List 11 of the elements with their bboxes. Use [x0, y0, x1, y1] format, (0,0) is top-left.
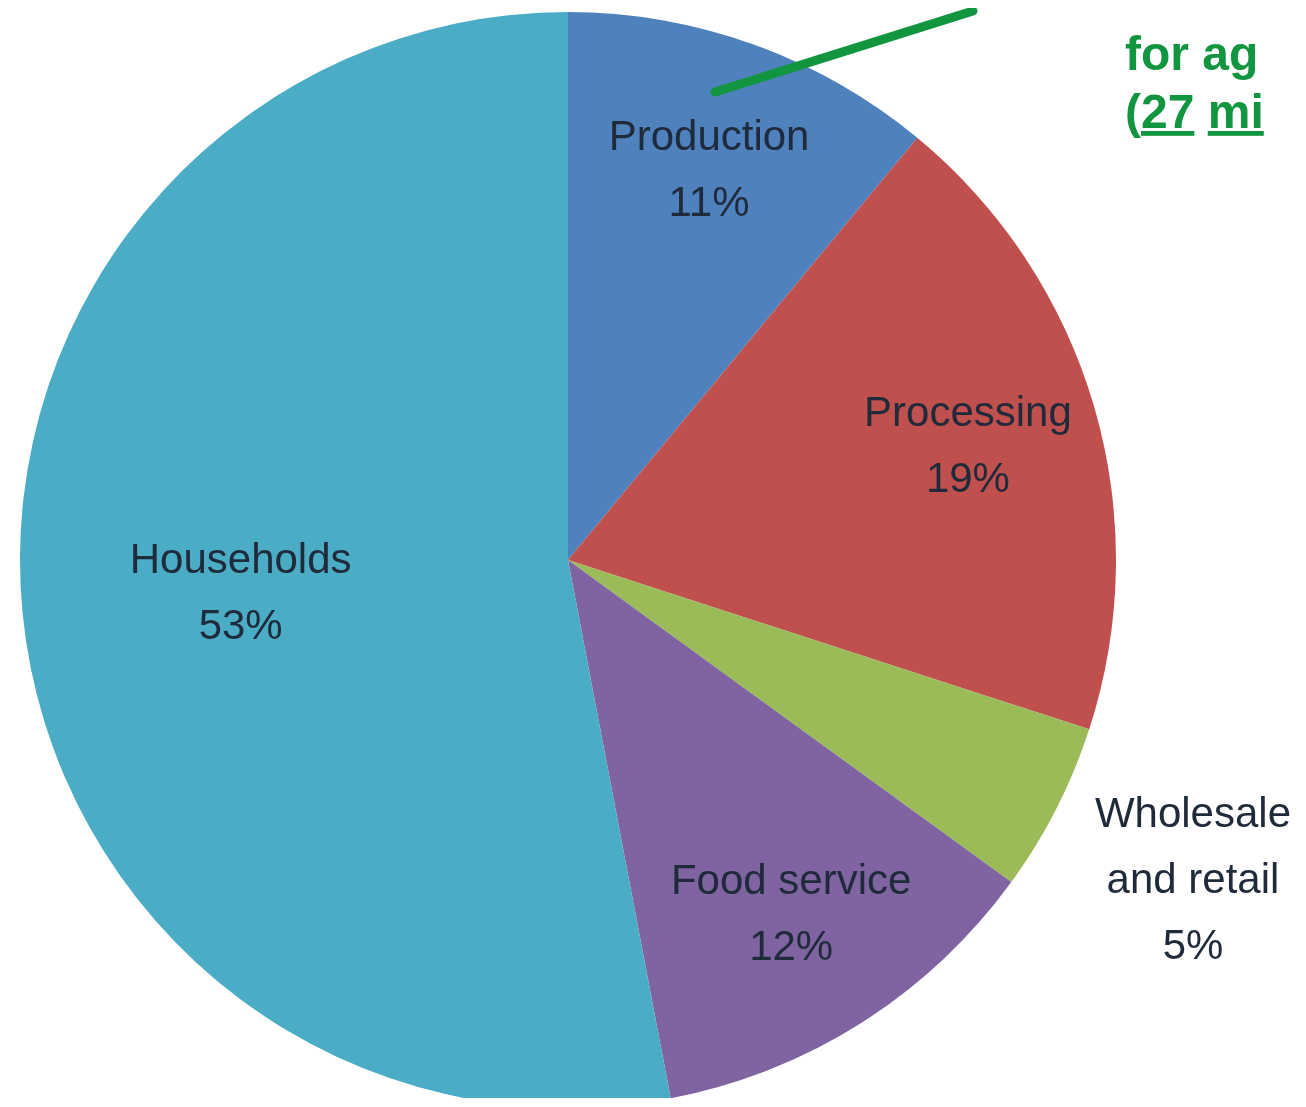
- data-label: 11%: [668, 177, 750, 225]
- slice-label: Processing: [864, 387, 1072, 435]
- text: for ag (27 mi: [1125, 27, 1264, 138]
- data-label: 19%: [925, 453, 1010, 501]
- slice-label: Households: [129, 534, 352, 582]
- slice-label: Wholesale and retail: [1094, 788, 1292, 902]
- data-label: 12%: [749, 921, 834, 969]
- data-label: 53%: [198, 600, 283, 648]
- data-label: 5%: [1162, 920, 1224, 968]
- slice-label: Food service: [670, 855, 912, 903]
- slice-label: Production: [608, 111, 810, 159]
